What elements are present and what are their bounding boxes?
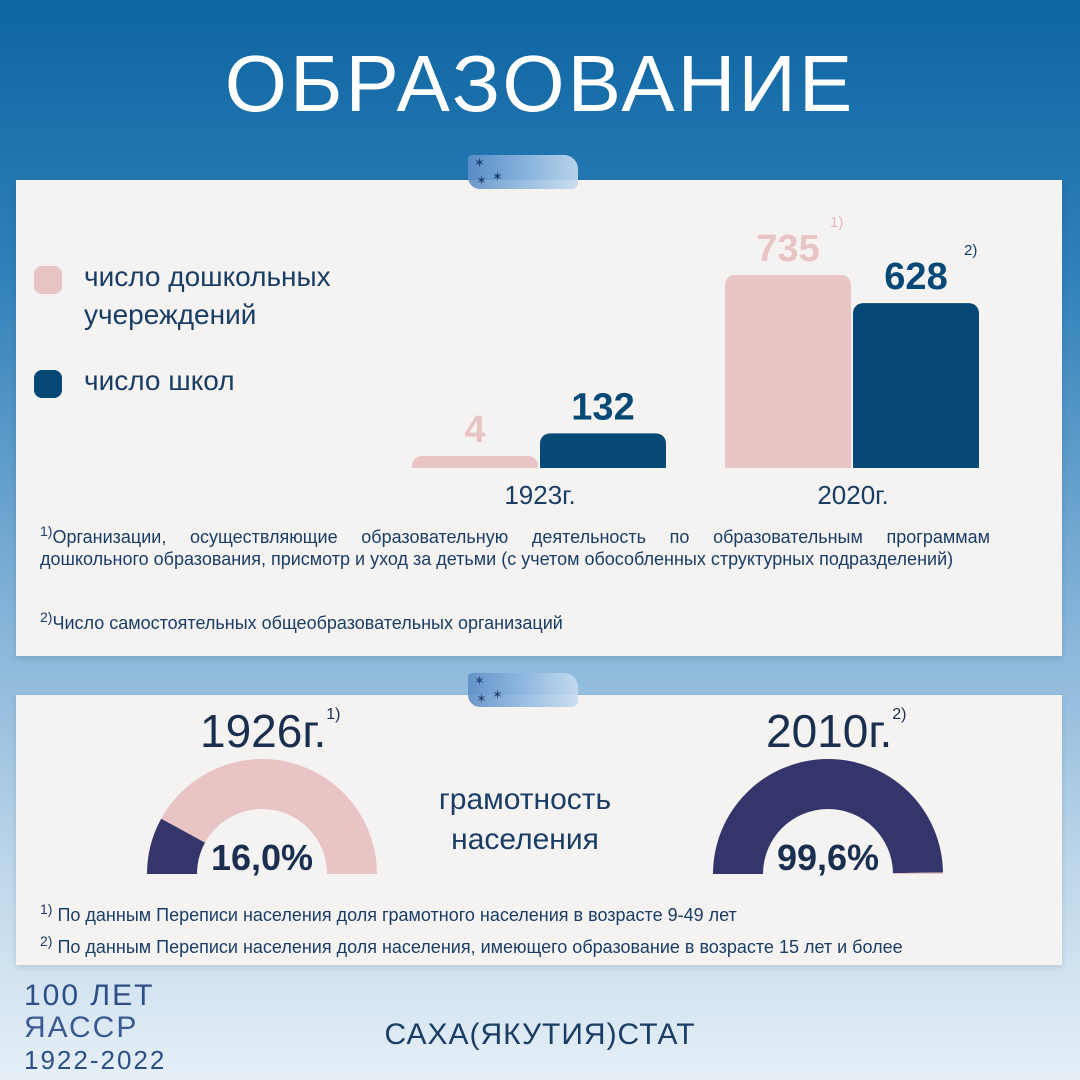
legend-swatch-preschool	[34, 266, 62, 294]
gauge-literate-segment	[147, 818, 206, 874]
logo-line3: 1922-2022	[24, 1045, 167, 1075]
star-icon: ✶	[474, 673, 485, 688]
gauge-remaining-segment	[161, 759, 377, 874]
footnote-text: Число самостоятельных общеобразовательны…	[52, 613, 563, 633]
literacy-year-2010: 2010г.2)	[766, 704, 907, 758]
bar-value-label: 4	[464, 409, 485, 451]
legend-label-preschool: число дошкольных учереждений	[84, 261, 331, 330]
bar	[725, 275, 851, 476]
footnote-mark: 2)	[40, 609, 53, 625]
bar-value-label: 132	[571, 386, 634, 428]
bar	[540, 433, 666, 476]
footnote-mark: 2)	[40, 933, 53, 949]
literacy-title: грамотность населения	[400, 780, 650, 860]
literacy-title-line2: населения	[451, 823, 599, 856]
year-label: 2010г.	[766, 705, 893, 757]
star-icon: ✶	[492, 169, 503, 184]
star-icon: ✶	[476, 691, 487, 706]
bar-base-mask	[408, 468, 672, 482]
bar-value-label: 628	[884, 256, 947, 298]
agency-name: САХА(ЯКУТИЯ)СТАТ	[384, 1018, 696, 1051]
bar-footnote-mark: 2)	[964, 242, 977, 259]
year-mark: 1)	[326, 706, 341, 723]
footnote-text: Организации, осуществляющие образователь…	[40, 527, 990, 569]
gauge-remaining-segment	[892, 872, 943, 874]
legend-swatch-schools	[34, 370, 62, 398]
footnote-mark: 1)	[40, 901, 53, 917]
gauge-literate-segment	[713, 759, 943, 874]
tape-decoration: ✶ ✶ ✶	[468, 673, 578, 707]
bar-base-mask	[721, 468, 985, 482]
footnote-mark: 1)	[40, 523, 53, 539]
x-tick-label: 1923г.	[504, 480, 575, 510]
star-icon: ✶	[476, 173, 487, 188]
anniversary-logo: 100 ЛЕТ ЯАССР 1922-2022	[24, 980, 166, 1076]
legend-label-schools: число школ	[84, 365, 235, 396]
footnote-preschool: 1)Организации, осуществляющие образовате…	[40, 520, 990, 570]
literacy-title-line1: грамотность	[438, 783, 612, 816]
logo-line1: 100 ЛЕТ	[24, 979, 155, 1012]
bar	[853, 303, 979, 476]
star-icon: ✶	[492, 687, 503, 702]
gauge-value-label: 16,0%	[211, 837, 313, 878]
page-title: ОБРАЗОВАНИЕ	[224, 39, 856, 128]
star-icon: ✶	[474, 155, 485, 170]
bar-value-label: 735	[756, 228, 819, 270]
bar-footnote-mark: 1)	[830, 214, 843, 231]
tape-decoration: ✶ ✶ ✶	[468, 155, 578, 189]
gauge-value-label: 99,6%	[777, 837, 879, 878]
x-tick-label: 2020г.	[817, 480, 888, 510]
footnote-literacy-2010: 2) По данным Переписи населения доля нас…	[40, 930, 1070, 958]
bar-chart: 4 132 1923г. 735 1) 628 2) 2020г.	[408, 214, 985, 510]
logo-line2: ЯАССР	[24, 1011, 139, 1044]
year-mark: 2)	[892, 706, 907, 723]
literacy-year-1926: 1926г.1)	[200, 704, 341, 758]
footnote-text: По данным Переписи населения доля грамот…	[57, 905, 737, 925]
footnote-text: По данным Переписи населения доля населе…	[57, 937, 903, 957]
footnote-schools: 2)Число самостоятельных общеобразователь…	[40, 606, 990, 634]
year-label: 1926г.	[200, 705, 327, 757]
footnote-literacy-1926: 1) По данным Переписи населения доля гра…	[40, 898, 1050, 926]
